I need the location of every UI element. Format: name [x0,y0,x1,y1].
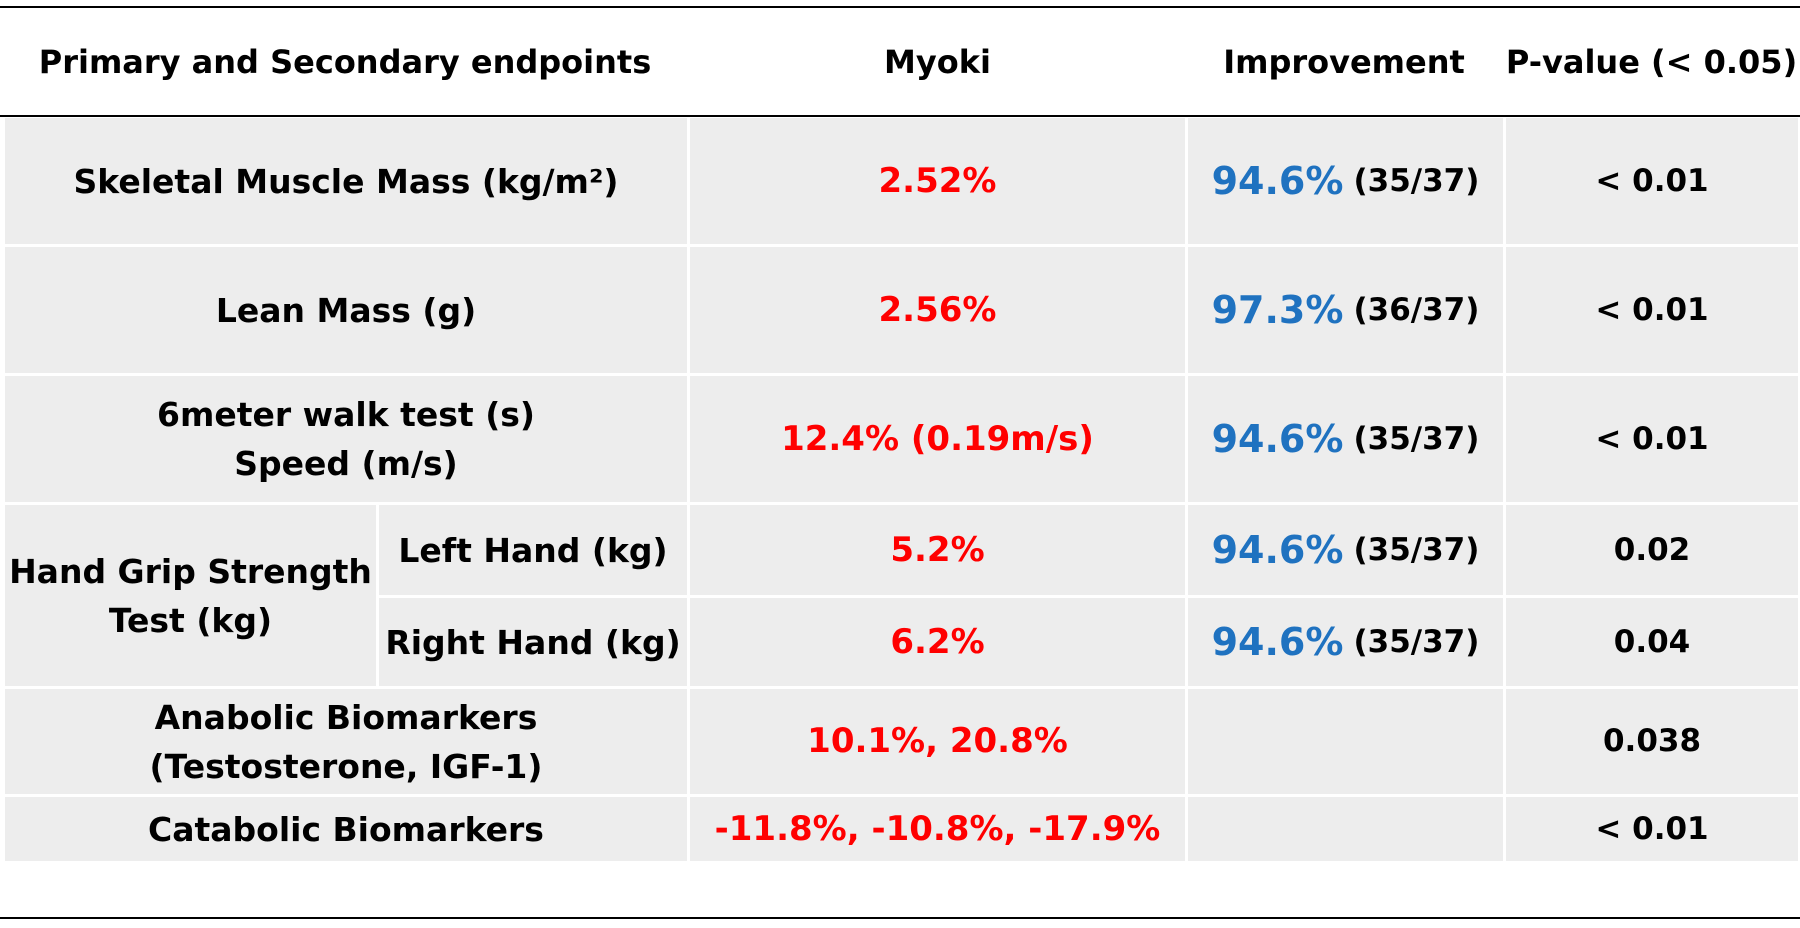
improvement-cell: 94.6% (35/37) [1188,118,1503,244]
myoki-value: 2.52% [878,160,997,201]
header-improvement: Improvement [1223,43,1465,81]
sub-endpoint-label: Right Hand (kg) [385,622,681,662]
endpoint-cell: Lean Mass (g) [5,247,687,373]
myoki-value: 12.4% (0.19m/s) [781,418,1094,459]
improvement-percent: 94.6% [1211,416,1344,461]
p-value-cell: 0.02 [1506,505,1798,595]
p-value: 0.038 [1602,723,1702,759]
myoki-value: 5.2% [890,529,985,570]
endpoint-cell: Catabolic Biomarkers [5,797,687,861]
sub-endpoint-cell: Right Hand (kg) [379,598,687,686]
endpoint-label-line1: Anabolic Biomarkers [154,697,538,737]
myoki-cell: 12.4% (0.19m/s) [690,376,1185,502]
p-value-cell: 0.038 [1506,689,1798,794]
improvement-fraction: (35/37) [1353,623,1480,660]
table-top-rule [0,6,1800,8]
header-endpoints: Primary and Secondary endpoints [38,43,652,81]
myoki-value: -11.8%, -10.8%, -17.9% [714,808,1161,849]
p-value: < 0.01 [1595,291,1709,328]
endpoint-label-line1: 6meter walk test (s) [156,395,536,434]
improvement-fraction: (35/37) [1353,420,1480,457]
p-value: < 0.01 [1595,420,1709,457]
myoki-value: 6.2% [890,621,985,662]
sub-endpoint-cell: Left Hand (kg) [379,505,687,595]
endpoint-group-line1: Hand Grip Strength [9,551,372,591]
improvement-cell: 94.6% (35/37) [1188,598,1503,686]
improvement-fraction: (35/37) [1353,162,1480,199]
improvement-cell: 97.3% (36/37) [1188,247,1503,373]
p-value: 0.02 [1613,531,1691,568]
endpoint-cell: Skeletal Muscle Mass (kg/m²) [5,118,687,244]
header-p-value: P-value (< 0.05) [1505,43,1798,81]
improvement-percent: 94.6% [1211,158,1344,203]
myoki-cell: 2.56% [690,247,1185,373]
myoki-value: 10.1%, 20.8% [807,721,1068,761]
myoki-cell: -11.8%, -10.8%, -17.9% [690,797,1185,861]
improvement-cell: 94.6% (35/37) [1188,505,1503,595]
improvement-percent: 94.6% [1211,619,1344,664]
endpoint-cell: 6meter walk test (s) Speed (m/s) [5,376,687,502]
p-value: < 0.01 [1595,810,1709,847]
endpoint-label: Catabolic Biomarkers [148,809,544,849]
endpoint-label: Skeletal Muscle Mass (kg/m²) [73,161,619,201]
improvement-percent: 97.3% [1211,287,1344,332]
p-value-cell: < 0.01 [1506,247,1798,373]
improvement-percent: 94.6% [1211,527,1344,572]
header-myoki: Myoki [884,43,991,81]
endpoint-label-line2: (Testosterone, IGF-1) [149,746,543,786]
improvement-cell-empty [1188,689,1503,794]
myoki-value: 2.56% [878,289,997,330]
p-value-cell: 0.04 [1506,598,1798,686]
endpoint-label: Lean Mass (g) [215,290,477,330]
endpoint-cell: Anabolic Biomarkers (Testosterone, IGF-1… [5,689,687,794]
myoki-cell: 5.2% [690,505,1185,595]
p-value: < 0.01 [1595,162,1709,199]
p-value-cell: < 0.01 [1506,118,1798,244]
endpoint-label-line2: Speed (m/s) [234,444,458,483]
myoki-cell: 2.52% [690,118,1185,244]
sub-endpoint-label: Left Hand (kg) [398,530,668,570]
endpoint-group-line2: Test (kg) [108,600,273,640]
p-value-cell: < 0.01 [1506,376,1798,502]
header-rule [0,115,1800,117]
table-bottom-rule [0,917,1800,919]
improvement-fraction: (35/37) [1353,531,1480,568]
improvement-cell-empty [1188,797,1503,861]
improvement-cell: 94.6% (35/37) [1188,376,1503,502]
endpoint-group-cell: Hand Grip Strength Test (kg) [5,505,376,686]
p-value: 0.04 [1613,623,1691,660]
p-value-cell: < 0.01 [1506,797,1798,861]
improvement-fraction: (36/37) [1353,291,1480,328]
myoki-cell: 10.1%, 20.8% [690,689,1185,794]
myoki-cell: 6.2% [690,598,1185,686]
